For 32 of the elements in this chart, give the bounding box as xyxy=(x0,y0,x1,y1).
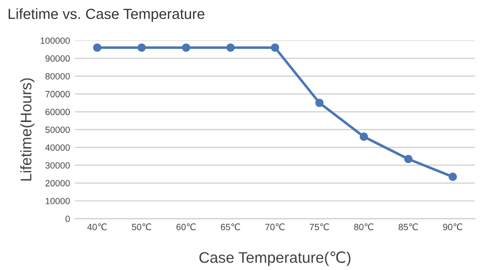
point xyxy=(270,43,280,52)
point xyxy=(226,43,235,52)
y-tick-label: 60000 xyxy=(45,108,70,116)
x-tick-label: 75℃ xyxy=(310,223,329,230)
y-tick-label: 30000 xyxy=(45,162,70,169)
y-axis-title: Lifetime(Hours) xyxy=(20,78,34,181)
x-tick-label: 90℃ xyxy=(443,223,462,230)
x-tick-label: 65℃ xyxy=(220,223,240,230)
y-tick-label: 0 xyxy=(65,216,70,222)
y-tick-label: 50000 xyxy=(45,126,70,133)
point xyxy=(138,43,146,52)
y-tick-label: 40000 xyxy=(45,144,70,151)
y-tick-label: 90000 xyxy=(45,55,70,62)
point xyxy=(93,43,102,52)
x-tick-label: 85℃ xyxy=(398,223,418,230)
y-tick-label: 80000 xyxy=(45,73,70,80)
x-tick-label: 60℃ xyxy=(176,223,196,230)
y-tick-label: 10000 xyxy=(46,198,70,204)
point xyxy=(315,98,324,108)
x-tick-label: 40℃ xyxy=(87,223,107,230)
point xyxy=(404,154,412,164)
point xyxy=(448,172,457,181)
x-tick-label: 80℃ xyxy=(354,223,374,230)
x-axis-title: Case Temperature(℃) xyxy=(199,251,350,266)
y-tick-label: 100000 xyxy=(40,37,70,44)
x-tick-label: 50℃ xyxy=(132,223,152,230)
y-tick-label: 20000 xyxy=(45,180,70,186)
point xyxy=(360,132,368,141)
y-tick-label: 70000 xyxy=(46,90,70,98)
chart-title: Lifetime vs. Case Temperature xyxy=(8,8,204,22)
point xyxy=(182,43,190,52)
x-tick-label: 70℃ xyxy=(265,223,284,230)
